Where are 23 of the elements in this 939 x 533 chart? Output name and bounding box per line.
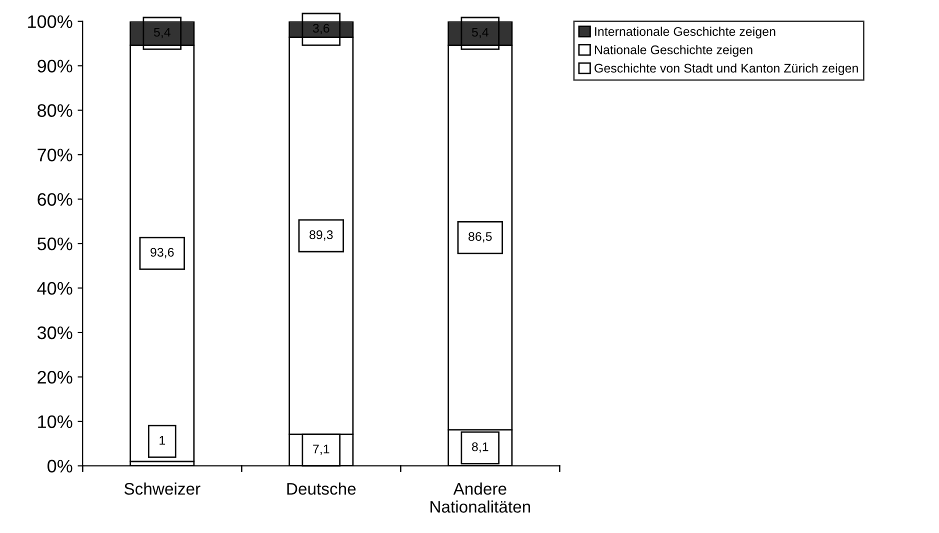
y-tick-label: 50% (37, 238, 72, 250)
data-label: 7,1 (313, 444, 330, 455)
y-tick-label: 10% (38, 415, 72, 428)
y-tick-label: 40% (37, 282, 72, 295)
x-tick-label: Schweizer (124, 482, 200, 495)
y-tick-label: 100% (28, 15, 72, 28)
data-label: 1 (160, 436, 165, 445)
y-tick-label: 80% (38, 104, 72, 117)
x-tick-label: Andere Nationalitäten (430, 482, 530, 513)
y-tick-label: 70% (38, 148, 72, 162)
y-tick-label: 90% (38, 60, 72, 72)
x-tick-label: Deutsche (287, 482, 356, 495)
data-label: 89,3 (310, 230, 333, 241)
legend-label: Geschichte von Stadt und Kanton Zürich zeigen (594, 63, 858, 76)
legend-label: Nationale Geschichte zeigen (594, 45, 752, 57)
y-tick-label: 60% (38, 193, 72, 206)
data-label: 8,1 (472, 442, 488, 453)
y-tick-label: 30% (37, 326, 72, 340)
y-tick-label: 0% (48, 460, 72, 473)
legend-label: Internationale Geschichte zeigen (595, 26, 776, 38)
data-label: 86,5 (468, 232, 492, 242)
y-tick-label: 20% (38, 370, 72, 384)
data-label: 93,6 (150, 248, 174, 258)
